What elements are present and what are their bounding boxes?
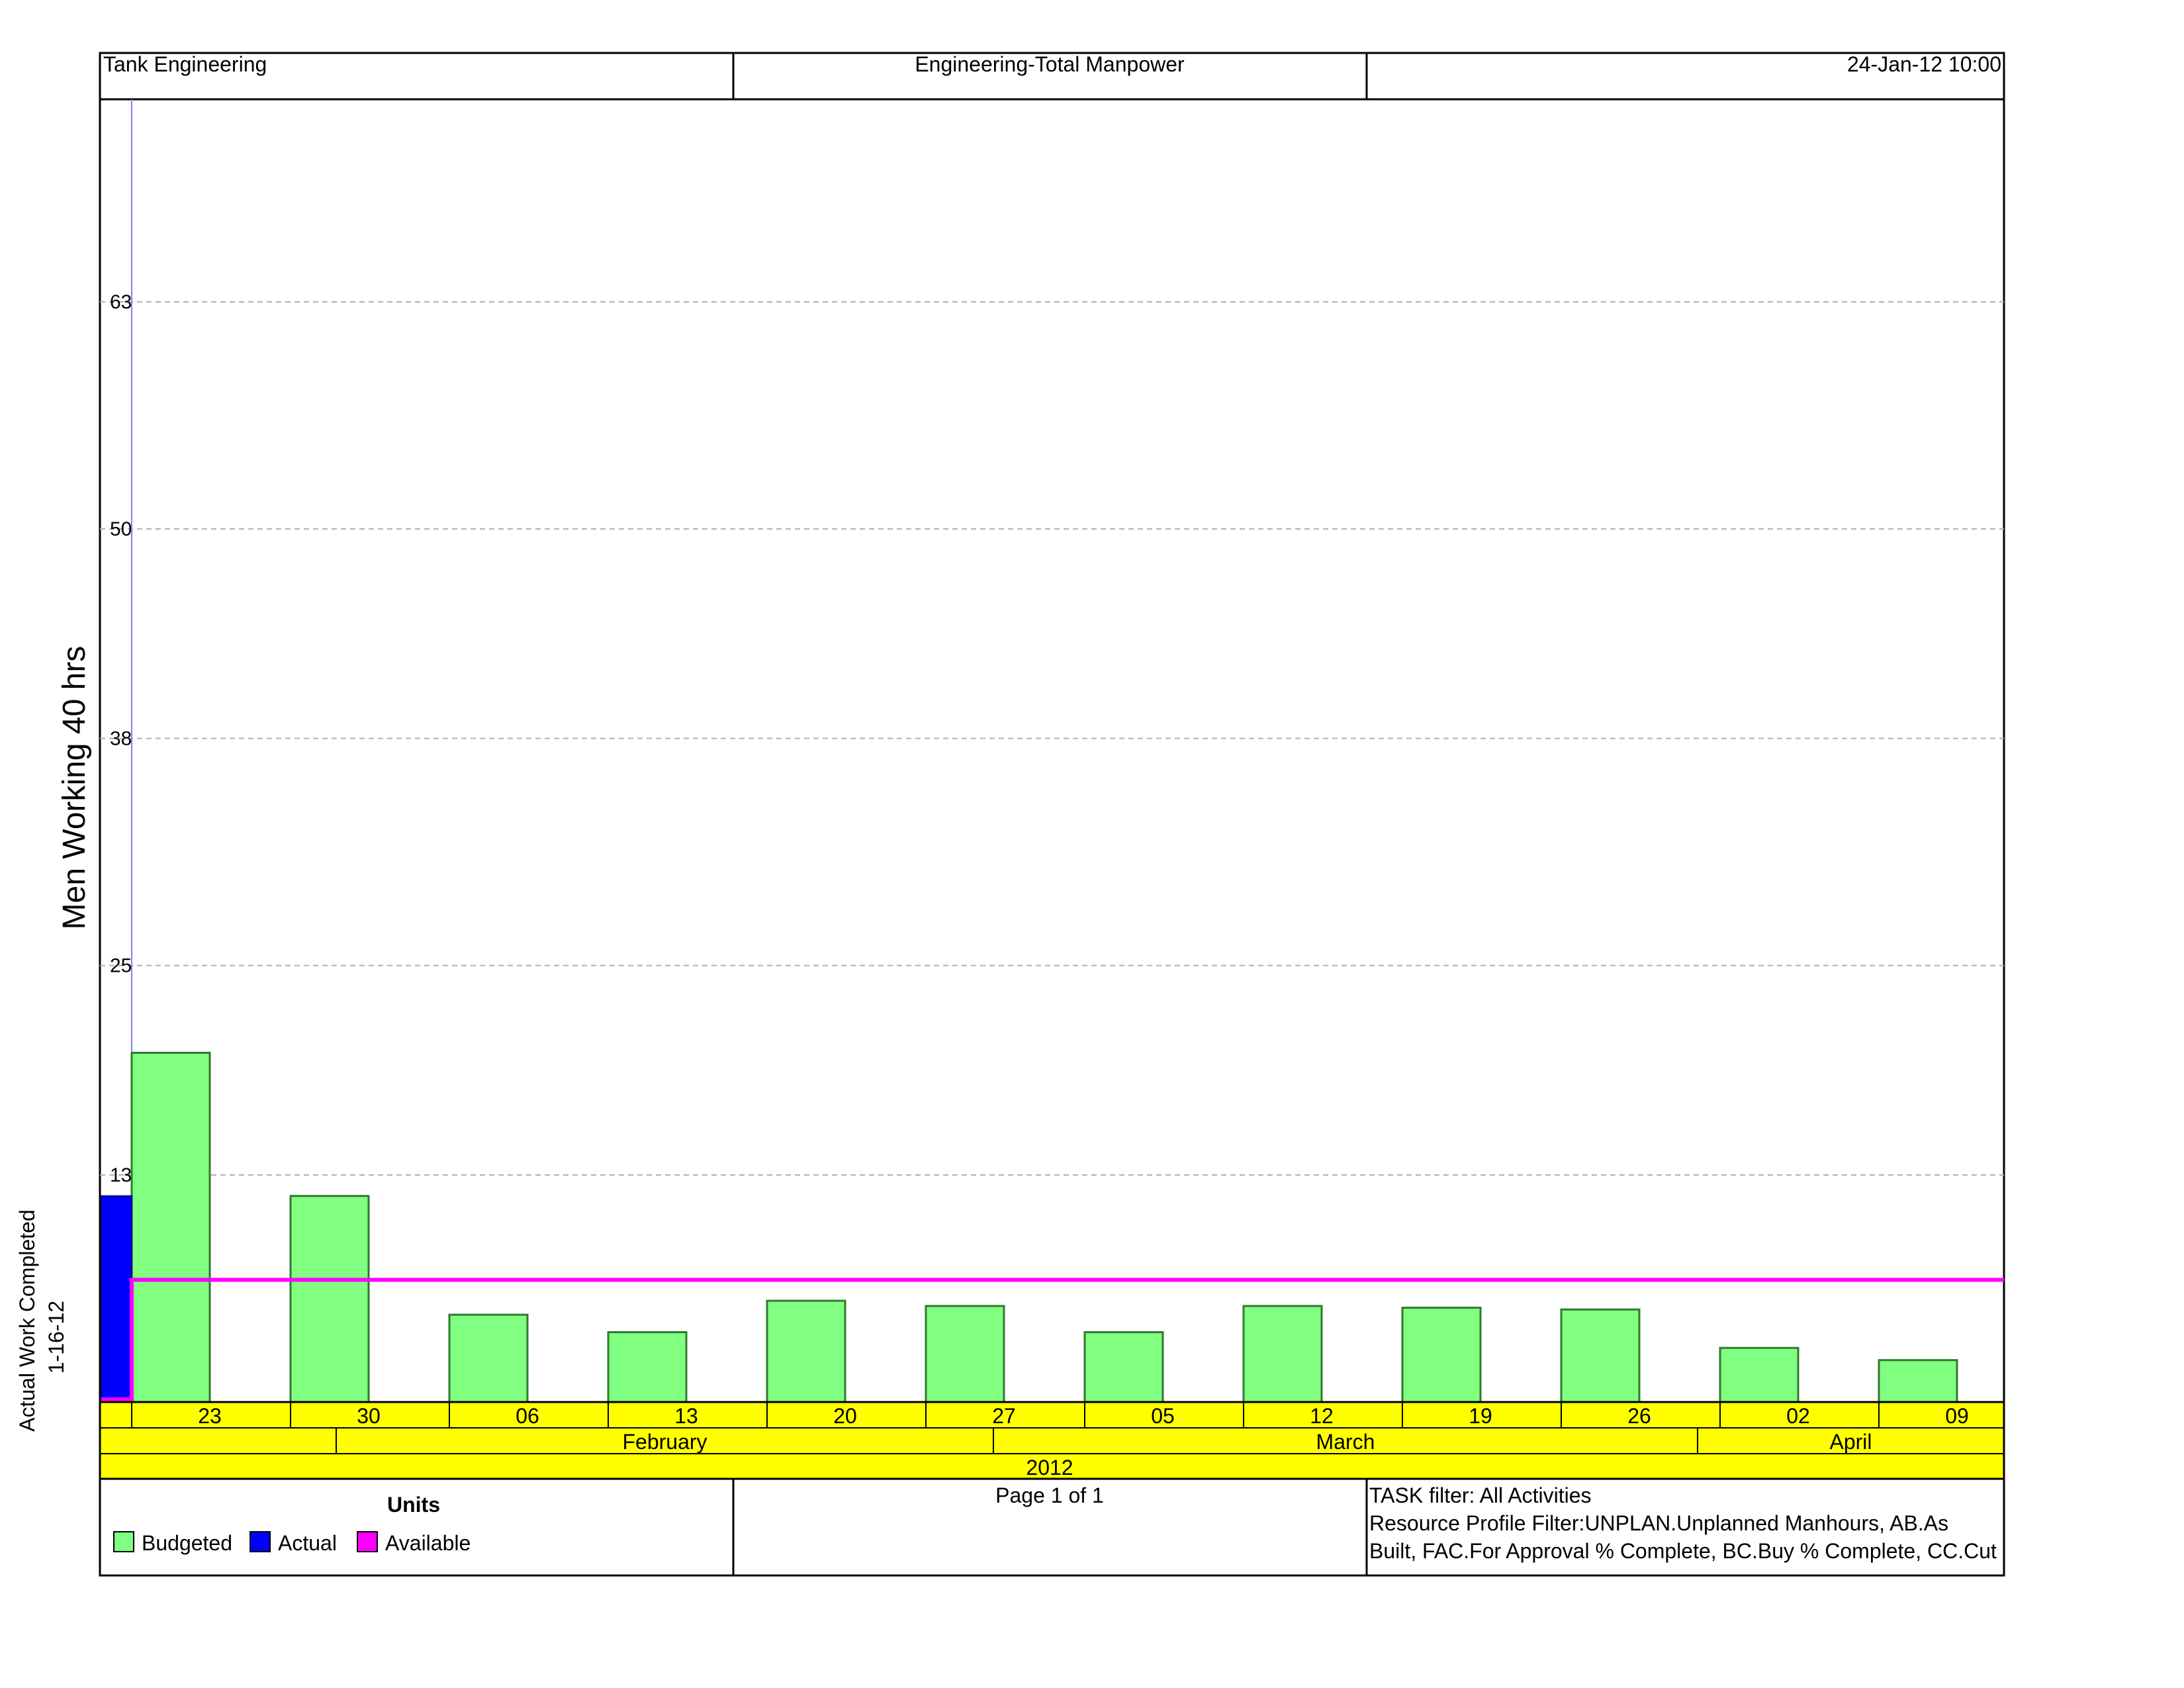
budgeted-bar-8 (1401, 1307, 1482, 1403)
data-date-label-line1: Actual Work Completed (15, 1209, 39, 1432)
budgeted-bar-1 (289, 1195, 370, 1403)
plot-area: 13 25 38 50 63 (99, 98, 2005, 1403)
week-tick-label-4: 20 (833, 1404, 857, 1428)
week-tick-label-6: 05 (1151, 1404, 1175, 1428)
data-date-label-line2: 1-16-12 (44, 1301, 68, 1374)
page-number: Page 1 of 1 (995, 1483, 1104, 1507)
header-project-name: Tank Engineering (103, 52, 267, 76)
week-ticks: 23 30 06 13 20 27 05 12 19 26 02 09 (131, 1402, 2005, 1428)
y-tick-label-4: 63 (110, 291, 132, 313)
filter-line-2: Resource Profile Filter:UNPLAN.Unplanned… (1369, 1511, 1948, 1535)
actual-bar-0 (101, 1195, 132, 1403)
y-tick-label-3: 50 (110, 518, 132, 540)
y-tick-label-0: 13 (110, 1164, 132, 1186)
available-line (101, 1278, 2004, 1401)
month-label-2: April (1829, 1430, 1872, 1454)
week-tick-label-3: 13 (674, 1404, 698, 1428)
legend: Budgeted Actual Available (113, 1531, 471, 1555)
budgeted-bar-2 (448, 1313, 529, 1403)
week-tick-label-11: 09 (1945, 1404, 1969, 1428)
y-axis-title: Men Working 40 hrs (57, 646, 92, 930)
legend-swatch-1 (250, 1531, 271, 1552)
budgeted-bar-3 (607, 1331, 688, 1403)
y-tick-label-1: 25 (110, 955, 132, 977)
week-tick-label-9: 26 (1627, 1404, 1651, 1428)
legend-title: Units (387, 1493, 440, 1517)
actual-bars (101, 1195, 132, 1403)
week-tick-label-0: 23 (198, 1404, 222, 1428)
header-box: Tank Engineering Engineering-Total Manpo… (99, 52, 2005, 101)
week-tick-label-5: 27 (992, 1404, 1016, 1428)
legend-swatch-2 (357, 1531, 378, 1552)
filter-line-1: TASK filter: All Activities (1369, 1483, 1592, 1507)
header-report-title: Engineering-Total Manpower (915, 52, 1185, 76)
filter-line-3: Built, FAC.For Approval % Complete, BC.B… (1369, 1539, 1997, 1563)
week-tick-label-10: 02 (1786, 1404, 1810, 1428)
legend-label-0: Budgeted (142, 1531, 232, 1555)
week-tick-label-7: 12 (1310, 1404, 1334, 1428)
time-scale: 23 30 06 13 20 27 05 12 19 26 02 09 February March Ap… (99, 1401, 2005, 1480)
budgeted-bar-9 (1560, 1308, 1641, 1403)
budgeted-bar-4 (766, 1299, 846, 1403)
legend-swatch-0 (113, 1531, 134, 1552)
week-tick-label-2: 06 (516, 1404, 539, 1428)
budgeted-bar-7 (1242, 1305, 1323, 1403)
budgeted-bars (130, 1051, 1958, 1403)
month-cells: February March April (336, 1428, 1872, 1454)
month-label-1: March (1316, 1430, 1375, 1454)
budgeted-bar-6 (1083, 1331, 1164, 1403)
week-tick-label-8: 19 (1469, 1404, 1492, 1428)
legend-label-1: Actual (278, 1531, 337, 1555)
footer-box: Units Budgeted Actual Available Page 1 of … (99, 1477, 2005, 1577)
week-tick-label-1: 30 (357, 1404, 381, 1428)
budgeted-bar-11 (1878, 1359, 1958, 1403)
year-label: 2012 (1026, 1456, 1073, 1479)
y-tick-label-2: 38 (110, 728, 132, 750)
gridlines (100, 301, 2004, 1176)
month-label-0: February (622, 1430, 707, 1454)
budgeted-bar-10 (1719, 1346, 1799, 1403)
budgeted-bar-5 (925, 1305, 1005, 1403)
legend-label-2: Available (385, 1531, 471, 1555)
header-timestamp: 24-Jan-12 10:00 (1847, 52, 2001, 76)
budgeted-bar-0 (130, 1051, 211, 1403)
y-tick-labels: 13 25 38 50 63 (110, 291, 132, 1186)
